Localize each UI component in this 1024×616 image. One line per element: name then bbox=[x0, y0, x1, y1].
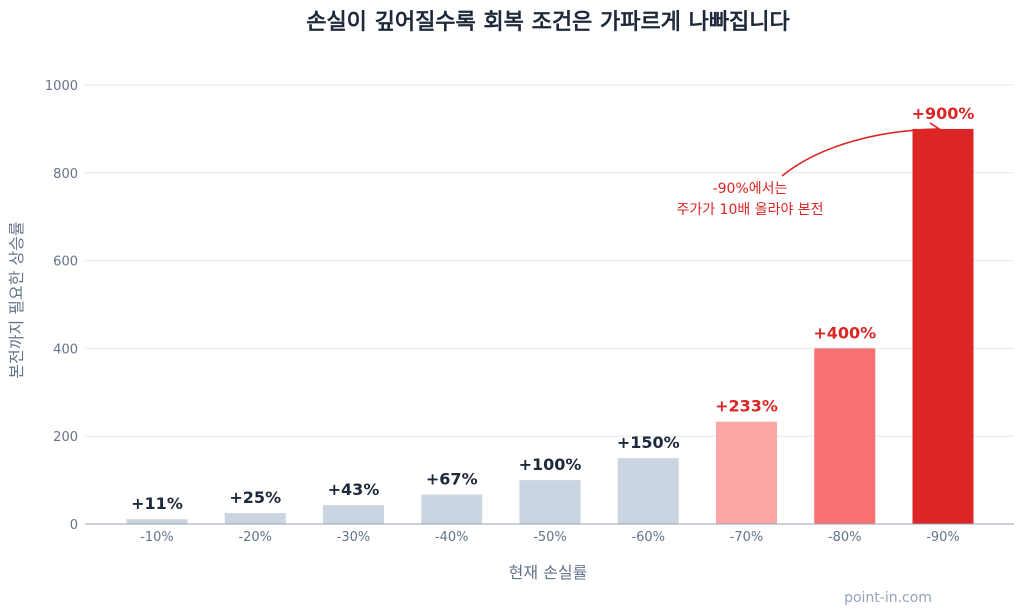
y-tick-label: 1000 bbox=[45, 79, 78, 94]
data-label: +400% bbox=[813, 323, 876, 342]
y-tick-label: 0 bbox=[70, 518, 78, 533]
x-tick-label: -40% bbox=[435, 530, 469, 545]
bar bbox=[814, 348, 876, 524]
y-tick-label: 800 bbox=[53, 167, 78, 182]
x-tick-label: -50% bbox=[533, 530, 567, 545]
x-tick-label: -70% bbox=[730, 530, 764, 545]
data-label: +100% bbox=[519, 455, 582, 474]
chart-title: 손실이 깊어질수록 회복 조건은 가파르게 나빠집니다 bbox=[306, 10, 790, 35]
data-label: +233% bbox=[715, 397, 778, 416]
x-tick-label: -90% bbox=[926, 530, 960, 545]
annotation-line-2: 주가가 10배 올라야 본전 bbox=[676, 202, 823, 218]
annotation-arrowhead bbox=[929, 122, 941, 135]
data-labels: +11% +25% +43% +67% +100% +150% +233% +400% +900… bbox=[131, 104, 974, 513]
bar bbox=[617, 458, 679, 524]
annotation-arrow bbox=[781, 128, 940, 177]
x-tick-label: -60% bbox=[631, 530, 665, 545]
x-axis-ticks: -10% -20% -30% -40% -50% -60% -70% -80% -90% bbox=[140, 530, 960, 545]
y-axis-ticks: 0 200 400 600 800 1000 bbox=[45, 79, 78, 533]
y-axis-label: 본전까지 필요한 상승률 bbox=[7, 221, 26, 378]
x-tick-label: -10% bbox=[140, 530, 174, 545]
bar bbox=[519, 480, 581, 524]
data-label: +900% bbox=[912, 104, 975, 123]
watermark-text: point-in.com bbox=[844, 590, 932, 606]
x-axis-label: 현재 손실률 bbox=[509, 563, 588, 582]
data-label: +11% bbox=[131, 494, 183, 513]
x-tick-label: -80% bbox=[828, 530, 862, 545]
bar bbox=[126, 519, 188, 524]
annotation-line-1: -90%에서는 bbox=[713, 181, 788, 197]
x-tick-label: -30% bbox=[337, 530, 371, 545]
data-label: +67% bbox=[426, 470, 478, 489]
data-label: +25% bbox=[229, 488, 281, 507]
y-tick-label: 400 bbox=[53, 342, 78, 357]
x-tick-label: -20% bbox=[238, 530, 272, 545]
bar bbox=[716, 421, 777, 524]
y-tick-label: 200 bbox=[53, 430, 78, 445]
bar bbox=[224, 513, 286, 524]
bar bbox=[912, 128, 974, 524]
bar bbox=[421, 494, 483, 524]
data-label: +150% bbox=[617, 433, 680, 452]
bar bbox=[323, 505, 384, 524]
y-tick-label: 600 bbox=[53, 255, 78, 270]
data-label: +43% bbox=[328, 480, 380, 499]
bars bbox=[126, 128, 974, 524]
